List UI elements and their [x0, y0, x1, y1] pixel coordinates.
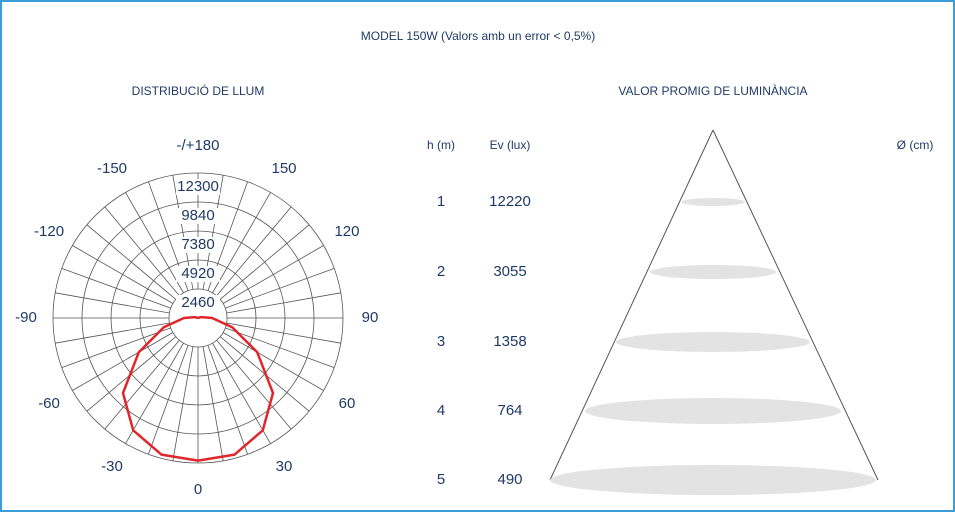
- table-header: h (m): [427, 138, 455, 152]
- light-spot: [550, 465, 876, 495]
- light-spot: [650, 265, 776, 279]
- ring-label: 2460: [181, 294, 214, 311]
- table-cell: 1358: [493, 333, 526, 350]
- ring-label: 9840: [181, 207, 214, 224]
- ring-label: 7380: [181, 236, 214, 253]
- ring-label-bg: [176, 295, 220, 311]
- ring: [139, 259, 257, 377]
- cone: [549, 129, 879, 495]
- ring-label-bg: [176, 266, 220, 282]
- ring-label-bg: [176, 179, 220, 195]
- angle-label: -/+180: [177, 137, 220, 154]
- ring-label-bg: [176, 208, 220, 224]
- angle-label: -30: [101, 458, 123, 475]
- ring-label-bg: [176, 237, 220, 253]
- table-cell: 3: [437, 333, 445, 350]
- ring: [110, 230, 286, 406]
- ring: [52, 172, 344, 464]
- angle-label: -150: [97, 160, 127, 177]
- table-cell: 4: [437, 402, 445, 419]
- table-cell: 764: [497, 402, 522, 419]
- table-cell: 12220: [489, 193, 531, 210]
- cone-outline: [549, 129, 879, 481]
- table-cell: 5: [437, 471, 445, 488]
- angle-label: 90: [362, 309, 379, 326]
- angle-label: 60: [339, 395, 356, 412]
- table-cell: 3055: [493, 263, 526, 280]
- polar-title: DISTRIBUCIÓ DE LLUM: [132, 83, 265, 98]
- ring-label: 4920: [181, 265, 214, 282]
- angle-label: 150: [271, 160, 296, 177]
- table-header: Ev (lux): [490, 138, 531, 152]
- ring: [168, 288, 228, 348]
- table-cell: 2: [437, 263, 445, 280]
- angle-label: -90: [15, 309, 37, 326]
- table-cell: 1: [437, 193, 445, 210]
- table-cell: 490: [497, 471, 522, 488]
- light-spot: [585, 398, 841, 424]
- page-title: MODEL 150W (Valors amb un error < 0,5%): [361, 29, 595, 43]
- cone-title: VALOR PROMIG DE LUMINÀNCIA: [618, 83, 807, 98]
- ring-label: 12300: [177, 178, 219, 195]
- angle-label: -120: [34, 223, 64, 240]
- angle-label: 120: [334, 223, 359, 240]
- distribution-curve: [121, 315, 275, 462]
- angle-label: 0: [194, 481, 202, 498]
- polar-grid: [52, 172, 344, 464]
- angle-label: 30: [276, 458, 293, 475]
- ring: [81, 201, 315, 435]
- diameter-label: Ø (cm): [897, 138, 934, 152]
- light-spot: [616, 332, 810, 352]
- light-spot: [681, 198, 745, 206]
- angle-label: -60: [38, 395, 60, 412]
